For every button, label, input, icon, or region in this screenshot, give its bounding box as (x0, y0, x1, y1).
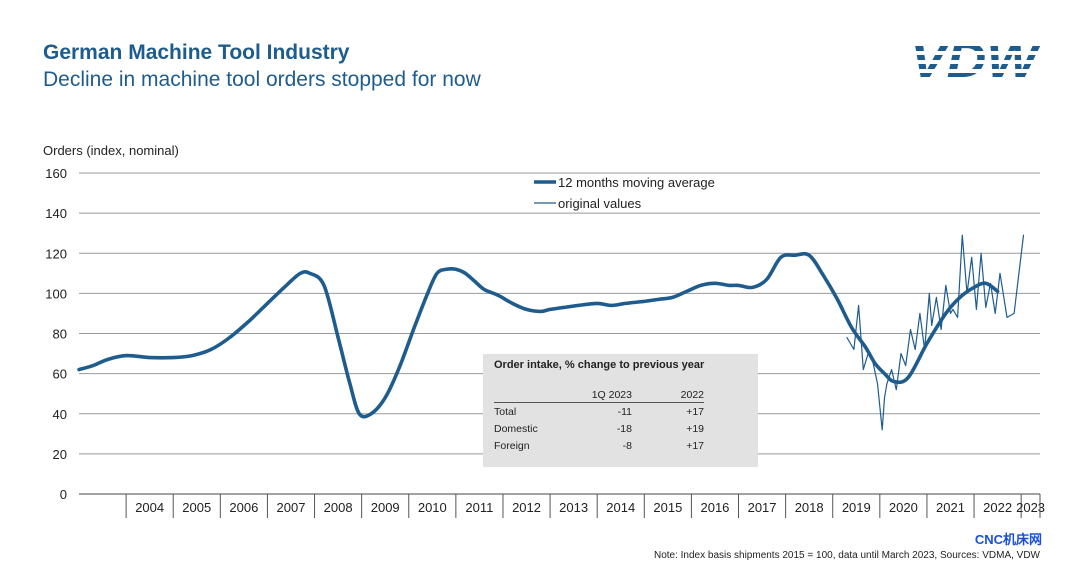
x-tick-label: 2004 (135, 500, 164, 515)
x-tick-label: 2005 (182, 500, 211, 515)
x-tick-label: 2015 (653, 500, 682, 515)
x-tick-label: 2021 (936, 500, 965, 515)
page-subtitle: Decline in machine tool orders stopped f… (43, 68, 481, 91)
x-tick-label: 2010 (418, 500, 447, 515)
x-tick-label: 2006 (229, 500, 258, 515)
page-title: German Machine Tool Industry (43, 41, 350, 64)
table-cell: Domestic (494, 422, 538, 435)
table-row: Domestic -18 +19 (494, 420, 704, 437)
x-tick-label: 2009 (371, 500, 400, 515)
x-tick-label: 2008 (324, 500, 353, 515)
table-row: Total -11 +17 (494, 403, 704, 421)
order-intake-table: Order intake, % change to previous year … (483, 354, 758, 467)
legend-label: 12 months moving average (558, 175, 715, 190)
legend-label: original values (558, 196, 642, 211)
x-tick-label: 2013 (559, 500, 588, 515)
y-tick-label: 0 (60, 487, 67, 502)
y-tick-labels: 0 20 40 60 80 100 120 140 160 (45, 166, 67, 502)
table-title: Order intake, % change to previous year (494, 359, 705, 371)
y-tick-label: 60 (53, 367, 67, 382)
table-cell: -8 (622, 439, 632, 452)
x-tick-label: 2012 (512, 500, 541, 515)
series-lines (77, 234, 1025, 431)
y-tick-label: 40 (53, 407, 67, 422)
series-original-values-line (846, 234, 1025, 431)
table-cell: Total (494, 405, 517, 418)
footnote: Note: Index basis shipments 2015 = 100, … (653, 550, 1040, 561)
x-tick-label: 2022 (983, 500, 1012, 515)
table-cell: -18 (616, 422, 632, 435)
y-tick-label: 120 (45, 246, 67, 261)
x-tick-label: 2011 (465, 500, 493, 515)
y-tick-label: 20 (53, 447, 67, 462)
x-tick-label: 2016 (700, 500, 729, 515)
y-tick-label: 160 (45, 166, 67, 181)
x-tick-label: 2023 (1016, 500, 1045, 515)
y-tick-label: 80 (53, 327, 67, 342)
x-tick-label: 2014 (606, 500, 635, 515)
y-tick-label: 100 (45, 286, 67, 301)
watermark: CNC机床网 (974, 532, 1042, 547)
table-cell: +19 (686, 422, 704, 435)
x-tick-label: 2018 (795, 500, 824, 515)
x-tick-labels: 2004 2005 2006 2007 2008 2009 2010 2011 2012 2013… (125, 494, 1045, 518)
x-tick-label: 2007 (277, 500, 306, 515)
table-row: Foreign -8 +17 (494, 437, 704, 454)
table-cell: +17 (686, 439, 704, 452)
grid-lines (79, 172, 1040, 495)
table-cell: -11 (617, 405, 632, 418)
legend: 12 months moving average original values (534, 175, 715, 211)
table-cell: Foreign (494, 439, 530, 452)
table-cell: +17 (686, 405, 704, 418)
series-moving-average-line (77, 251, 1000, 419)
vdw-logo: VDW (908, 34, 1040, 85)
order-intake-grid: 1Q 2023 2022 Total -11 +17 Domestic -18 +19 For… (494, 388, 704, 454)
y-tick-label: 140 (45, 206, 67, 221)
table-header-cell (494, 388, 564, 403)
table-header-cell: 2022 (632, 388, 704, 403)
x-tick-label: 2019 (842, 500, 871, 515)
x-tick-label: 2020 (889, 500, 918, 515)
y-axis-label: Orders (index, nominal) (43, 143, 179, 158)
table-header-cell: 1Q 2023 (564, 388, 632, 403)
x-tick-label: 2017 (748, 500, 777, 515)
